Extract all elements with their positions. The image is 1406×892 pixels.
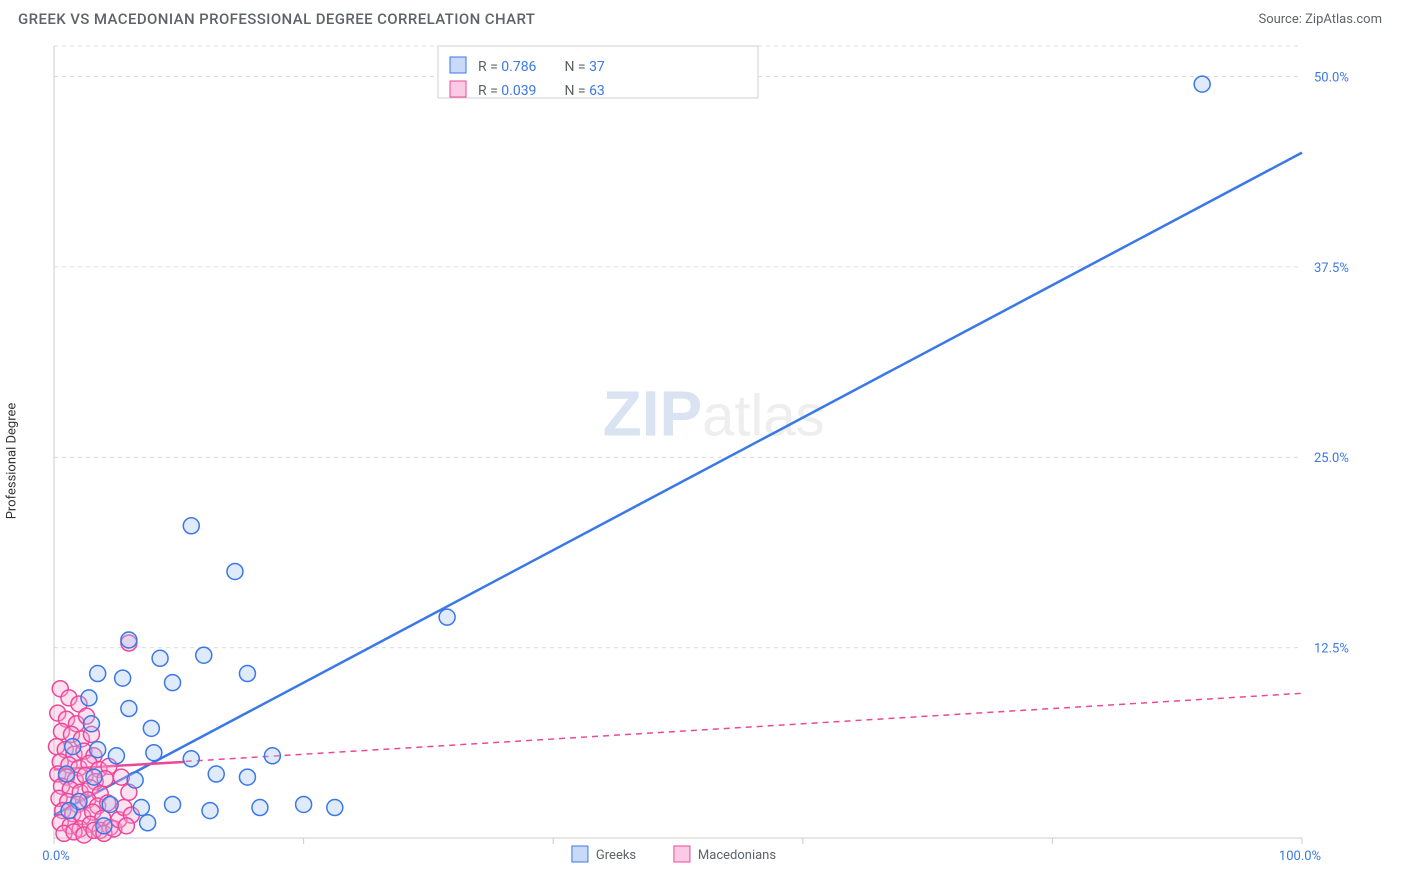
- data-point-greeks: [165, 675, 181, 691]
- data-point-greeks: [86, 769, 102, 785]
- data-point-greeks: [252, 800, 268, 816]
- data-point-greeks: [202, 803, 218, 819]
- legend-swatch: [450, 81, 466, 97]
- data-point-greeks: [83, 716, 99, 732]
- bottom-legend-label: Greeks: [596, 848, 637, 863]
- scatter-chart: ZIPatlas 0.0% 100.0% 12.5% 25.0% 37.5% 50.0% R …: [18, 40, 1382, 882]
- chart-title: GREEK VS MACEDONIAN PROFESSIONAL DEGREE …: [18, 10, 535, 28]
- y-tick-label: 12.5%: [1314, 642, 1349, 657]
- data-point-greeks: [165, 796, 181, 812]
- x-tick-label: 100.0%: [1279, 849, 1321, 864]
- data-point-greeks: [239, 666, 255, 682]
- data-point-greeks: [196, 647, 212, 663]
- data-point-greeks: [183, 751, 199, 767]
- data-point-greeks: [183, 518, 199, 534]
- y-tick-label: 25.0%: [1314, 451, 1349, 466]
- data-point-greeks: [115, 670, 131, 686]
- data-point-greeks: [208, 766, 224, 782]
- y-axis-label: Professional Degree: [5, 403, 20, 520]
- data-point-greeks: [121, 632, 137, 648]
- data-point-greeks: [239, 769, 255, 785]
- data-point-greeks: [264, 748, 280, 764]
- data-point-greeks: [146, 745, 162, 761]
- legend-swatch: [450, 57, 466, 73]
- bottom-legend-label: Macedonians: [698, 848, 776, 863]
- data-point-greeks: [296, 796, 312, 812]
- source-attribution: Source: ZipAtlas.com: [1258, 12, 1382, 27]
- data-point-greeks: [121, 701, 137, 717]
- data-point-greeks: [140, 815, 156, 831]
- data-point-greeks: [81, 690, 97, 706]
- data-point-greeks: [102, 796, 118, 812]
- data-point-greeks: [65, 739, 81, 755]
- data-point-greeks: [133, 800, 149, 816]
- data-point-greeks: [90, 666, 106, 682]
- data-point-greeks: [96, 818, 112, 834]
- data-point-greeks: [227, 563, 243, 579]
- chart-area: Professional Degree ZIPatlas0.0%100.0%12…: [18, 40, 1382, 882]
- x-tick-label: 0.0%: [42, 849, 70, 864]
- data-point-greeks: [143, 720, 159, 736]
- y-tick-label: 37.5%: [1314, 261, 1349, 276]
- data-point-greeks: [152, 650, 168, 666]
- data-point-greeks: [327, 800, 343, 816]
- data-point-greeks: [439, 609, 455, 625]
- trend-line-macedonians: [54, 693, 1302, 769]
- watermark: ZIPatlas: [603, 378, 825, 450]
- trend-line-greeks: [54, 153, 1302, 816]
- data-point-greeks: [108, 748, 124, 764]
- bottom-legend-swatch: [674, 846, 690, 862]
- data-point-greeks: [1194, 76, 1210, 92]
- data-point-greeks: [127, 772, 143, 788]
- data-point-greeks: [58, 766, 74, 782]
- chart-header: GREEK VS MACEDONIAN PROFESSIONAL DEGREE …: [0, 0, 1406, 34]
- data-point-greeks: [90, 742, 106, 758]
- bottom-legend-swatch: [572, 846, 588, 862]
- data-point-macedonians: [118, 818, 134, 834]
- correlation-legend: R = 0.786N = 37R = 0.039N = 63: [438, 46, 758, 99]
- y-tick-label: 50.0%: [1314, 70, 1349, 85]
- data-point-greeks: [61, 803, 77, 819]
